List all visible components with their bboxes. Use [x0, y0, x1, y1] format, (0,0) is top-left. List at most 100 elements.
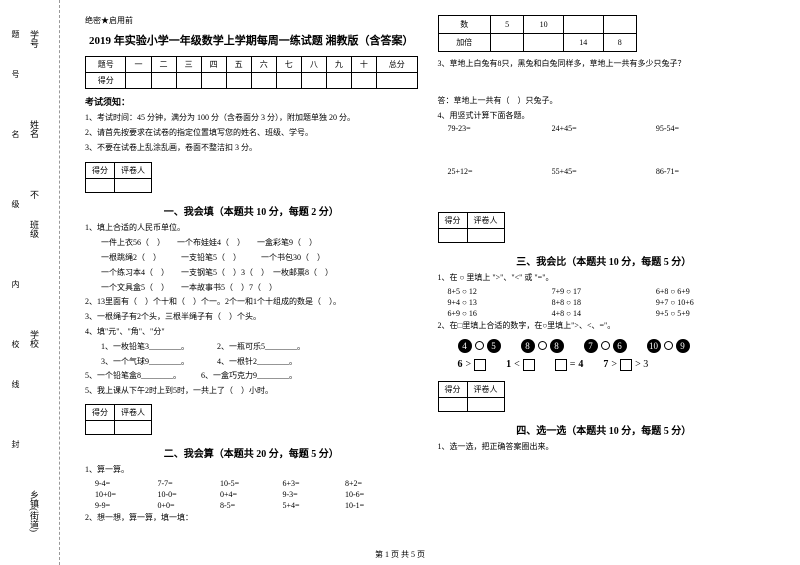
- sv11[interactable]: [376, 73, 417, 89]
- s3-r3: 6+9 ○ 164+8 ○ 149+5 ○ 5+9: [438, 309, 771, 318]
- lbl-hao: 号: [10, 70, 21, 78]
- dt03[interactable]: [563, 16, 603, 34]
- srl: 得分: [86, 73, 126, 89]
- c02: 6+8 ○ 6+9: [656, 287, 760, 296]
- s2-r2: 10+0=10-0=0+4=9-3=10-6=: [85, 490, 418, 499]
- notice-1: 1、考试时间：45 分钟，满分为 100 分（含卷面分 3 分），附加题单独 2…: [85, 112, 418, 125]
- j4a: 7: [603, 359, 608, 370]
- sh0: 题号: [86, 57, 126, 73]
- dt-r2: 加倍 14 8: [438, 34, 637, 52]
- sh5: 五: [226, 57, 251, 73]
- s1-q1-l1: 一件上衣56（ ） 一个布娃娃4（ ） 一盒彩笔9（ ）: [85, 237, 418, 250]
- sb4v2[interactable]: [467, 397, 504, 411]
- sb3c1: 得分: [438, 213, 467, 229]
- sv1[interactable]: [126, 73, 151, 89]
- sb1c1: 得分: [86, 163, 115, 179]
- dt02: 10: [524, 16, 564, 34]
- j4b: > 3: [635, 359, 648, 370]
- sv2[interactable]: [151, 73, 176, 89]
- notice-3: 3、不要在试卷上乱涂乱画，卷面不整洁扣 3 分。: [85, 142, 418, 155]
- sv10[interactable]: [351, 73, 376, 89]
- s3-r1: 8+5 ○ 127+9 ○ 176+8 ○ 6+9: [438, 287, 771, 296]
- sv9[interactable]: [326, 73, 351, 89]
- o3[interactable]: [601, 341, 610, 350]
- dt-r1: 数 5 10: [438, 16, 637, 34]
- v00: 79-23=: [448, 124, 552, 133]
- sq4[interactable]: [620, 359, 632, 371]
- sb4c2: 评卷人: [467, 381, 504, 397]
- s1-q5: 5、一个铅笔盒8________。 6、一盒巧克力9________。: [85, 370, 418, 383]
- dt12[interactable]: [524, 34, 564, 52]
- content-area: 绝密★启用前 2019 年实验小学一年级数学上学期每周一练试题 湘教版（含答案）…: [60, 0, 800, 565]
- dt10: 加倍: [438, 34, 490, 52]
- ci4: 109: [647, 339, 690, 353]
- score-box-2: 得分评卷人: [85, 404, 152, 435]
- field-xuexiao: 学校: [28, 330, 41, 348]
- cj3: =4: [555, 359, 584, 371]
- ci3: 76: [584, 339, 627, 353]
- o1[interactable]: [475, 341, 484, 350]
- s1-q1-l2: 一根跳绳2（ ） 一支铅笔5（ ） 一个书包30（ ）: [85, 252, 418, 265]
- s1-heading: 一、我会填（本题共 10 分，每题 2 分）: [85, 203, 418, 218]
- sh9: 九: [326, 57, 351, 73]
- j2o: <: [514, 359, 520, 370]
- n2b: 8: [550, 339, 564, 353]
- lbl-xiao: 校: [10, 340, 21, 348]
- binding-margin: 学号 题 号 姓名 名 不 级 班级 内 学校 校 线 封 乡镇(街道): [0, 0, 60, 565]
- c21: 4+8 ○ 14: [552, 309, 656, 318]
- s2-r3: 9-9=0+0=8-5=5+4=10-1=: [85, 501, 418, 510]
- m13: 9-3=: [283, 490, 346, 499]
- dt04[interactable]: [603, 16, 636, 34]
- m14: 10-6=: [345, 490, 408, 499]
- left-column: 绝密★启用前 2019 年实验小学一年级数学上学期每周一练试题 湘教版（含答案）…: [75, 15, 428, 555]
- o4[interactable]: [664, 341, 673, 350]
- r-q4: 4、用竖式计算下面各题。: [438, 110, 771, 123]
- sh8: 八: [301, 57, 326, 73]
- v10: 25+12=: [448, 167, 552, 176]
- r-q4-r2: 25+12=55+45=86-71=: [438, 167, 771, 176]
- v12: 86-71=: [656, 167, 760, 176]
- m23: 5+4=: [283, 501, 346, 510]
- n3b: 6: [613, 339, 627, 353]
- lbl-xian: 线: [10, 380, 21, 388]
- s1-q4: 4、填"元"、"角"、"分": [85, 326, 418, 339]
- sb2v1[interactable]: [86, 420, 115, 434]
- m04: 8+2=: [345, 479, 408, 488]
- right-column: 数 5 10 加倍 14 8 3、草地上白兔有8只，黑兔和白兔同样多，草地上一共…: [428, 15, 781, 555]
- v01: 24+45=: [552, 124, 656, 133]
- m10: 10+0=: [95, 490, 158, 499]
- sq2[interactable]: [523, 359, 535, 371]
- dt11[interactable]: [490, 34, 523, 52]
- lbl-feng: 封: [10, 440, 21, 448]
- sb1v1[interactable]: [86, 179, 115, 193]
- s4-q1: 1、选一选，把正确答案圈出来。: [438, 441, 771, 454]
- sv5[interactable]: [226, 73, 251, 89]
- sv4[interactable]: [201, 73, 226, 89]
- sb4v1[interactable]: [438, 397, 467, 411]
- sb2v2[interactable]: [115, 420, 152, 434]
- s1-q6: 5、我上课从下午2时上到5时，一共上了（ ）小时。: [85, 385, 418, 398]
- o2[interactable]: [538, 341, 547, 350]
- page-footer: 第 1 页 共 5 页: [0, 549, 800, 560]
- sq3[interactable]: [555, 359, 567, 371]
- m02: 10-5=: [220, 479, 283, 488]
- sh11: 总分: [376, 57, 417, 73]
- exam-title: 2019 年实验小学一年级数学上学期每周一练试题 湘教版（含答案）: [85, 32, 418, 48]
- sq1[interactable]: [474, 359, 486, 371]
- sh6: 六: [251, 57, 276, 73]
- sv7[interactable]: [276, 73, 301, 89]
- sb1v2[interactable]: [115, 179, 152, 193]
- sv6[interactable]: [251, 73, 276, 89]
- m03: 6+3=: [283, 479, 346, 488]
- score-value-row: 得分: [86, 73, 418, 89]
- score-box-4: 得分评卷人: [438, 381, 505, 412]
- field-xiangzhen: 乡镇(街道): [28, 490, 41, 532]
- s2-heading: 二、我会算（本题共 20 分，每题 5 分）: [85, 445, 418, 460]
- j3b: 4: [578, 359, 583, 370]
- sv8[interactable]: [301, 73, 326, 89]
- sv3[interactable]: [176, 73, 201, 89]
- field-bu: 不: [28, 190, 41, 199]
- sb3v1[interactable]: [438, 229, 467, 243]
- notice-2: 2、请首先按要求在试卷的指定位置填写您的姓名、班级、学号。: [85, 127, 418, 140]
- sb3v2[interactable]: [467, 229, 504, 243]
